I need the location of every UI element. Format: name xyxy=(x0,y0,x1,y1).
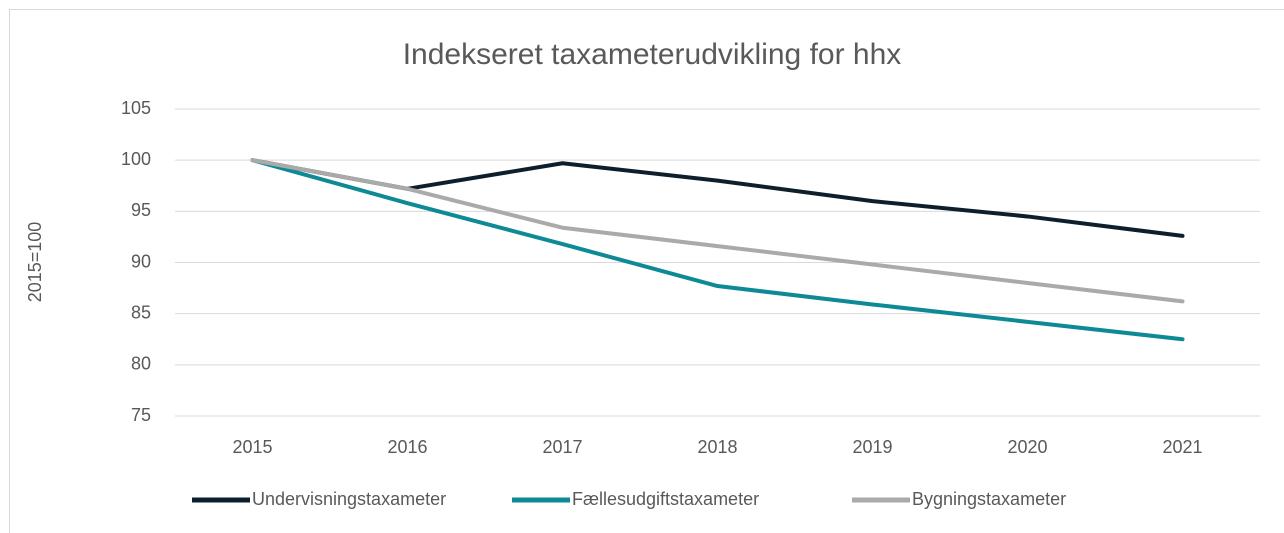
x-tick-label: 2018 xyxy=(697,437,737,457)
x-tick-label: 2016 xyxy=(387,437,427,457)
y-tick-label: 85 xyxy=(131,302,151,322)
series-line xyxy=(250,158,1185,342)
y-tick-label: 105 xyxy=(121,98,151,118)
series-line xyxy=(250,158,1185,304)
chart-border xyxy=(9,9,1284,533)
x-tick-label: 2015 xyxy=(232,437,272,457)
y-tick-label: 90 xyxy=(131,251,151,271)
y-tick-label: 100 xyxy=(121,149,151,169)
legend-label: Undervisningstaxameter xyxy=(252,489,446,509)
y-tick-label: 95 xyxy=(131,200,151,220)
x-tick-label: 2019 xyxy=(852,437,892,457)
legend-label: Bygningstaxameter xyxy=(912,489,1066,509)
y-tick-label: 75 xyxy=(131,405,151,425)
x-tick-label: 2017 xyxy=(542,437,582,457)
x-tick-label: 2021 xyxy=(1162,437,1202,457)
y-tick-label: 80 xyxy=(131,354,151,374)
chart-title: Indekseret taxameterudvikling for hhx xyxy=(403,38,902,71)
x-tick-label: 2020 xyxy=(1007,437,1047,457)
legend-label: Fællesudgiftstaxameter xyxy=(572,489,759,509)
y-axis-label: 2015=100 xyxy=(25,222,45,303)
